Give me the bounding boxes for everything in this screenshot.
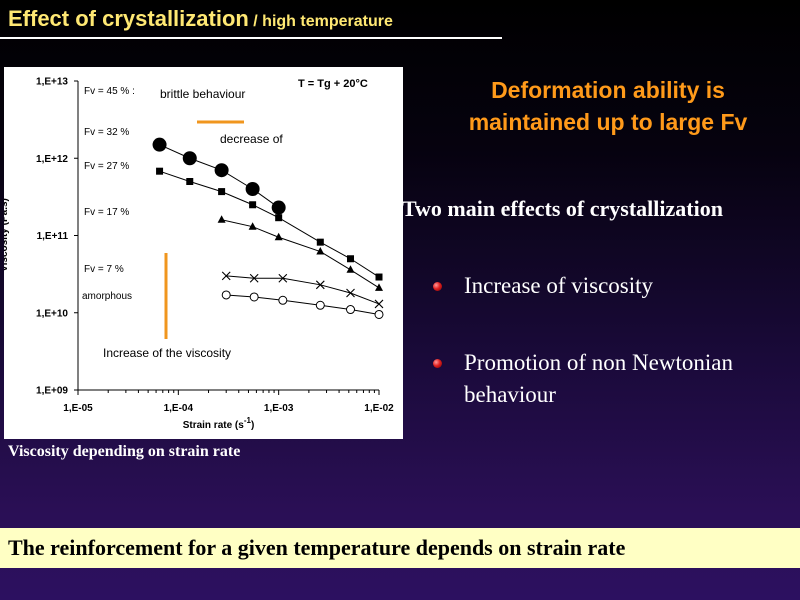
condition-label: T = Tg + 20°C (298, 78, 368, 90)
data-point (316, 247, 325, 255)
series-label: Fv = 45 % : (84, 86, 135, 97)
data-point (346, 288, 355, 298)
series-label: Fv = 27 % (84, 161, 129, 172)
bullet-icon (433, 282, 442, 291)
data-point (248, 222, 257, 230)
data-point (221, 271, 231, 281)
series-line (159, 170, 380, 278)
slide-title-sub: / high temperature (248, 13, 393, 30)
bullet-item: Promotion of non Newtonian behaviour (433, 347, 796, 411)
x-axis-title: Strain rate (s-1) (183, 416, 255, 431)
data-point (346, 305, 356, 315)
series-label: Fv = 32 % (84, 127, 129, 138)
amorphous-annotation: amorphous (82, 291, 132, 302)
data-point (374, 299, 384, 309)
slide-title: Effect of crystallization / high tempera… (8, 6, 393, 32)
slide-title-main: Effect of crystallization (8, 6, 249, 31)
chart-caption: Viscosity depending on strain rate (8, 443, 241, 460)
y-tick-label: 1,E+12 (36, 154, 68, 165)
data-point (278, 273, 288, 283)
data-point (249, 273, 259, 283)
decrease-annotation: decrease of (220, 132, 283, 146)
series-label: Fv = 7 % (84, 264, 124, 275)
title-underline (0, 37, 502, 39)
data-point (278, 295, 288, 305)
data-point (152, 137, 167, 152)
data-point (218, 188, 226, 196)
data-point (347, 255, 355, 263)
data-point (221, 290, 231, 300)
y-tick-label: 1,E+10 (36, 308, 68, 319)
series-line (226, 275, 380, 305)
data-point (249, 292, 259, 302)
data-point (374, 309, 384, 319)
x-tick-label: 1,E-03 (264, 403, 294, 414)
viscosity-chart-svg: 1,E+09 1,E+10 1,E+11 1,E+12 1,E+13 1,E-05 1,E-… (4, 77, 394, 432)
series-line (226, 294, 380, 315)
series-label: Fv = 17 % (84, 207, 129, 218)
deformation-heading-line1: Deformation ability is (491, 77, 725, 103)
data-point (346, 265, 355, 273)
conclusion-text: The reinforcement for a given temperatur… (8, 535, 626, 560)
data-point (217, 215, 226, 223)
increase-annotation: Increase of the viscosity (103, 346, 231, 360)
data-point (271, 200, 286, 215)
data-point (249, 201, 257, 209)
y-tick-label: 1,E+09 (36, 386, 68, 397)
deformation-heading-line2: maintained up to large Fv (468, 109, 748, 135)
data-point (274, 232, 283, 241)
data-point (186, 178, 194, 186)
data-point (316, 238, 324, 246)
series-line (221, 219, 380, 289)
data-point (182, 151, 197, 166)
effects-heading: Two main effects of crystallization (402, 196, 723, 221)
x-tick-label: 1,E-05 (63, 403, 93, 414)
bullet-text: Promotion of non Newtonian behaviour (464, 350, 733, 407)
bullet-text: Increase of viscosity (464, 273, 654, 298)
x-tick-label: 1,E-04 (164, 403, 194, 414)
brittle-annotation: brittle behaviour (160, 87, 245, 101)
conclusion-banner: The reinforcement for a given temperatur… (0, 528, 800, 568)
data-point (275, 214, 283, 222)
data-point (315, 300, 325, 310)
data-point (315, 280, 325, 290)
data-point (214, 163, 229, 178)
bullet-item: Increase of viscosity (433, 270, 796, 302)
data-point (245, 181, 260, 196)
deformation-heading: Deformation ability is maintained up to … (420, 74, 796, 138)
x-tick-label: 1,E-02 (364, 403, 394, 414)
data-point (156, 167, 164, 175)
y-axis-title: Viscosity (Pa.s) (4, 198, 10, 272)
y-tick-label: 1,E+13 (36, 77, 68, 88)
viscosity-chart: 1,E+09 1,E+10 1,E+11 1,E+12 1,E+13 1,E-05 1,E-… (4, 67, 403, 439)
y-tick-label: 1,E+11 (37, 231, 69, 242)
data-point (375, 283, 383, 291)
bullet-icon (433, 359, 442, 368)
data-point (375, 273, 383, 281)
